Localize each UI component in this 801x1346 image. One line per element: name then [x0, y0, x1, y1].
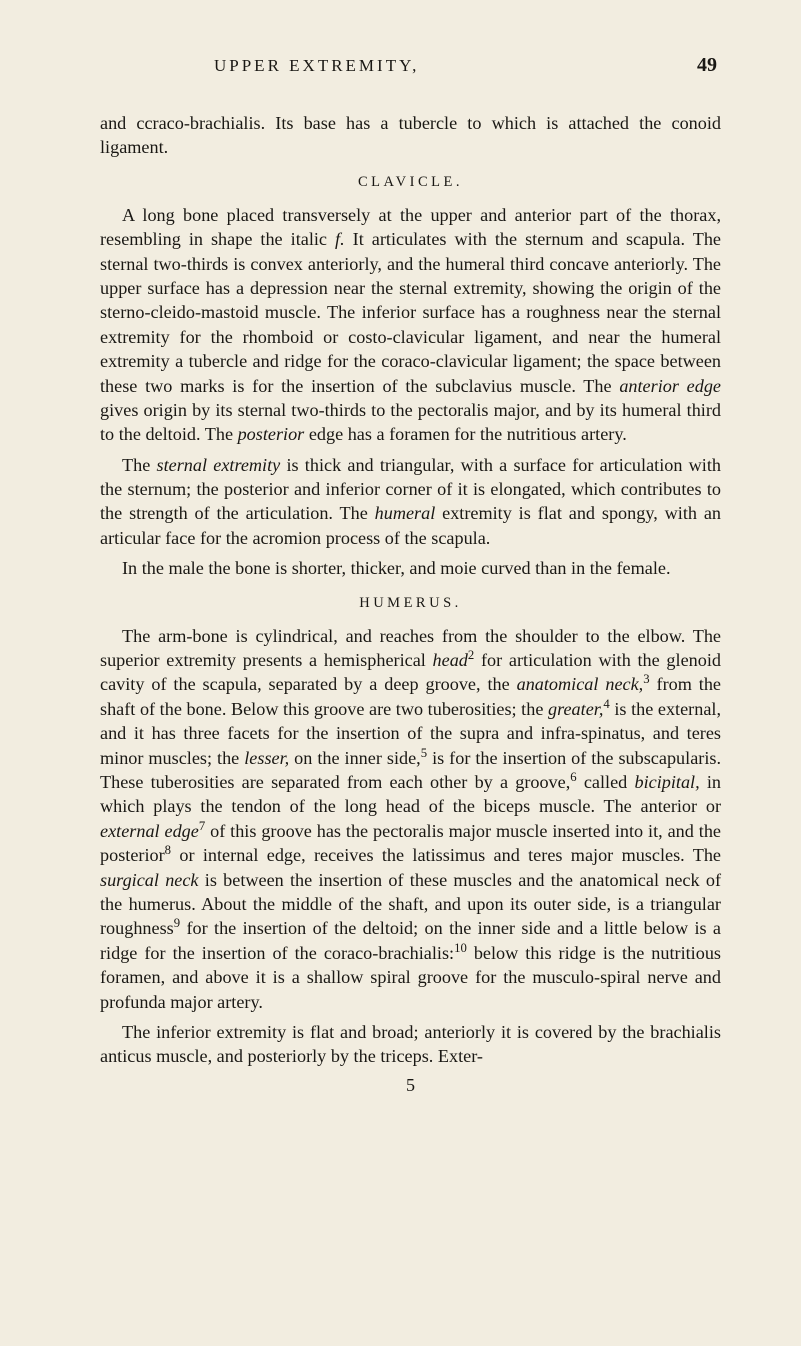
page-number: 49 [697, 54, 717, 77]
italic-run: greater, [548, 699, 603, 719]
footnote-ref: 10 [454, 941, 467, 955]
clavicle-paragraph-1: A long bone placed transversely at the u… [100, 203, 721, 447]
section-heading-clavicle: CLAVICLE. [100, 174, 721, 191]
italic-run: external edge [100, 821, 199, 841]
humerus-paragraph-1: The arm-bone is cylindrical, and reaches… [100, 624, 721, 1014]
italic-run: f. [335, 229, 345, 249]
text-run: edge has a foramen for the nutritious ar… [304, 424, 627, 444]
running-title: UPPER EXTREMITY, [214, 56, 419, 76]
text-run: called [577, 772, 635, 792]
text-run: on the inner side, [289, 748, 421, 768]
running-head: UPPER EXTREMITY, 49 [100, 54, 721, 77]
text-run: or internal edge, receives the latissimu… [171, 845, 721, 865]
clavicle-paragraph-2: The sternal extremity is thick and trian… [100, 453, 721, 551]
signature-number: 5 [100, 1075, 721, 1096]
humerus-paragraph-2: The inferior extremity is flat and broad… [100, 1020, 721, 1069]
italic-run: lesser, [244, 748, 289, 768]
text-run: It articulates with the sternum and scap… [100, 229, 721, 395]
italic-run: sternal extremity [157, 455, 281, 475]
italic-run: anterior edge [619, 376, 721, 396]
italic-run: humeral [375, 503, 436, 523]
italic-run: head [433, 650, 468, 670]
intro-paragraph: and ccraco-brachialis. Its base has a tu… [100, 111, 721, 160]
italic-run: posterior [238, 424, 305, 444]
clavicle-paragraph-3: In the male the bone is shorter, thicker… [100, 556, 721, 580]
italic-run: bicipital, [634, 772, 699, 792]
section-heading-humerus: HUMERUS. [100, 595, 721, 612]
italic-run: surgical neck [100, 870, 199, 890]
text-run: The [122, 455, 157, 475]
italic-run: anatomical neck, [517, 674, 644, 694]
